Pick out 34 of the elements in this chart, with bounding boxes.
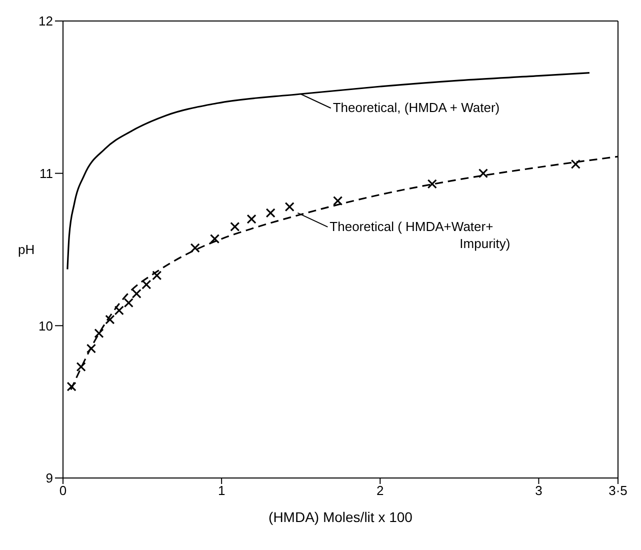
y-tick-label: 11 (40, 166, 53, 181)
point (114, 306, 124, 316)
point (190, 243, 200, 253)
point (105, 314, 115, 324)
point (210, 234, 220, 244)
point (66, 382, 76, 392)
point (86, 344, 96, 354)
x-tick-label: 3·5 (608, 483, 628, 498)
y-tick-label: 12 (38, 14, 53, 29)
annotation: Theoretical ( HMDA+Water+ Impurity) (330, 218, 510, 251)
point (333, 196, 343, 206)
y-tick-label: 9 (46, 470, 53, 486)
point (284, 202, 294, 212)
x-tick-label: 1 (218, 483, 226, 498)
y-axis-title: pH (18, 242, 35, 258)
point (266, 208, 276, 218)
point (142, 280, 152, 290)
x-tick-label: 3 (535, 483, 542, 498)
y-tick-label: 10 (38, 318, 53, 334)
line-series (66, 72, 590, 270)
point (427, 179, 437, 189)
point (132, 288, 142, 298)
point (94, 328, 104, 338)
x-tick-label: 0 (59, 483, 67, 498)
point (478, 168, 488, 178)
point (570, 159, 580, 169)
x-axis-title: (HMDA) Moles/lit x 100 (268, 509, 413, 525)
point (124, 298, 134, 308)
point (230, 222, 240, 232)
annotation: Theoretical, (HMDA + Water) (332, 100, 500, 116)
point (76, 362, 86, 372)
point (246, 214, 256, 224)
point (152, 270, 162, 280)
x-tick-label: 2 (376, 483, 384, 498)
